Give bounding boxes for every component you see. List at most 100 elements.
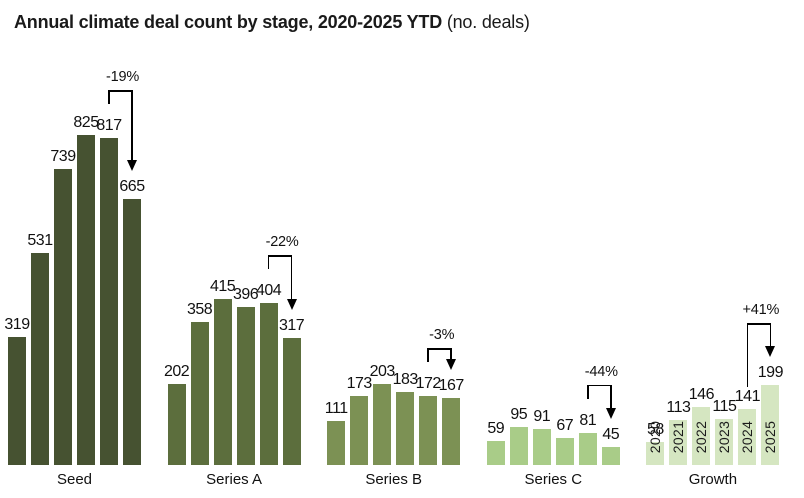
value-label: 317 — [278, 317, 305, 335]
bar-series-a-2025 — [282, 338, 301, 465]
value-label: 183 — [392, 370, 419, 388]
value-label: 67 — [556, 417, 574, 435]
change-label: -44% — [584, 363, 618, 380]
value-label: 396 — [232, 285, 259, 303]
change-bracket-line — [427, 348, 429, 363]
change-bracket-line — [131, 90, 133, 162]
group-label-growth: Growth — [688, 471, 738, 488]
value-label: 358 — [186, 300, 213, 318]
change-bracket-line — [746, 323, 749, 387]
change-bracket-line — [108, 90, 133, 92]
value-label: 202 — [163, 363, 190, 381]
group-label-series-b: Series B — [365, 471, 423, 488]
bar-seed-2021 — [31, 252, 49, 465]
bar-series-a-2020 — [167, 384, 186, 465]
year-label: 2020 — [647, 420, 664, 454]
year-label: 2023 — [716, 420, 733, 454]
bar-series-b-2025 — [442, 398, 461, 465]
bar-series-b-2022 — [373, 383, 392, 465]
change-bracket-line — [769, 323, 772, 349]
chart-title: Annual climate deal count by stage, 2020… — [14, 10, 530, 34]
value-label: 665 — [119, 178, 145, 195]
bar-growth-2021 — [669, 419, 688, 465]
change-bracket-line — [267, 255, 293, 257]
group-label-series-c: Series C — [524, 471, 583, 488]
bar-growth-2023 — [715, 419, 734, 465]
value-label: 111 — [324, 399, 348, 417]
bar-series-c-2025 — [601, 447, 620, 465]
bar-series-a-2024 — [259, 303, 278, 465]
chart-title-main: Annual climate deal count by stage, 2020… — [14, 12, 443, 32]
value-label: 115 — [712, 398, 737, 415]
change-arrow-icon — [605, 408, 616, 419]
bar-series-c-2022 — [532, 428, 551, 465]
bar-seed-2023 — [77, 135, 95, 465]
value-label: 817 — [96, 117, 122, 135]
change-bracket-line — [610, 384, 612, 410]
value-label: 91 — [533, 407, 551, 425]
change-bracket-line — [450, 348, 452, 362]
value-label: 173 — [346, 374, 373, 392]
bar-series-b-2020 — [327, 420, 346, 465]
value-label: 203 — [369, 362, 396, 380]
value-label: 199 — [757, 364, 784, 382]
change-arrow-icon — [765, 346, 776, 358]
value-label: 825 — [73, 114, 99, 131]
year-label: 2022 — [693, 420, 710, 454]
value-label: 739 — [50, 148, 76, 166]
change-label: +41% — [742, 302, 780, 319]
bar-series-b-2024 — [419, 396, 438, 465]
value-label: 59 — [487, 420, 505, 438]
change-label: -22% — [265, 234, 299, 251]
value-label: 141 — [734, 387, 761, 405]
bar-growth-2025 — [761, 385, 780, 465]
change-bracket-line — [427, 348, 452, 350]
bar-growth-2024 — [738, 408, 757, 465]
year-label: 2021 — [670, 420, 687, 454]
bar-series-c-2020 — [486, 441, 505, 465]
bar-seed-2020 — [8, 337, 26, 465]
bar-seed-2025 — [123, 199, 141, 465]
value-label: 404 — [255, 282, 282, 300]
bar-seed-2022 — [54, 169, 72, 465]
change-bracket-line — [746, 323, 772, 325]
bar-seed-2024 — [100, 138, 118, 465]
value-label: 58 — [646, 420, 664, 438]
bar-series-b-2021 — [350, 395, 369, 465]
change-bracket-line — [587, 384, 589, 399]
change-bracket-line — [267, 255, 270, 270]
change-arrow-icon — [286, 299, 297, 311]
change-bracket-line — [108, 90, 110, 105]
year-label: 2024 — [739, 420, 756, 454]
bar-growth-2020 — [646, 441, 665, 465]
value-label: 172 — [415, 375, 442, 393]
bar-series-c-2023 — [555, 438, 574, 465]
value-label: 415 — [209, 278, 236, 295]
change-label: -19% — [105, 69, 140, 86]
group-label-series-a: Series A — [206, 471, 263, 488]
change-arrow-icon — [127, 160, 137, 171]
value-label: 113 — [666, 398, 691, 416]
value-label: 95 — [510, 406, 528, 423]
group-label-seed: Seed — [56, 471, 93, 488]
bar-series-a-2023 — [236, 306, 255, 465]
value-label: 81 — [579, 411, 597, 429]
change-bracket-line — [290, 255, 293, 302]
change-arrow-icon — [446, 359, 457, 371]
value-label: 167 — [438, 377, 465, 395]
value-label: 531 — [27, 231, 53, 249]
value-label: 45 — [602, 426, 620, 443]
change-label: -3% — [429, 327, 455, 344]
bar-series-a-2021 — [190, 321, 209, 465]
bar-series-c-2021 — [509, 427, 528, 465]
bar-growth-2022 — [692, 406, 711, 465]
bar-series-a-2022 — [213, 299, 232, 465]
change-bracket-line — [587, 384, 612, 387]
value-label: 319 — [4, 316, 30, 334]
year-label: 2025 — [762, 420, 779, 454]
bar-series-b-2023 — [396, 391, 415, 465]
value-label: 146 — [688, 385, 715, 403]
chart-title-suffix: (no. deals) — [442, 12, 530, 32]
